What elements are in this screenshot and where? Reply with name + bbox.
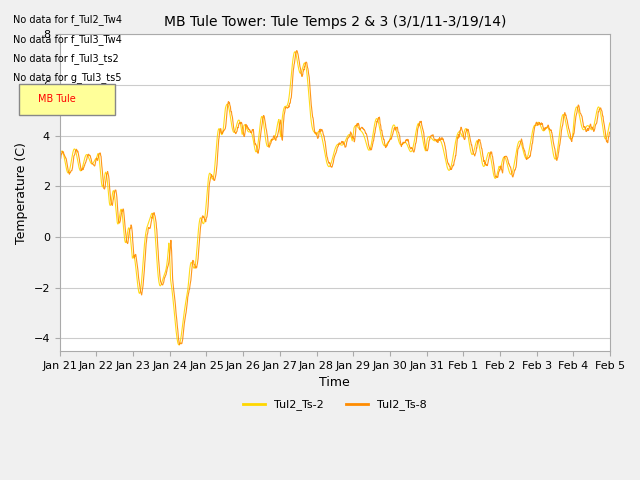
X-axis label: Time: Time: [319, 376, 350, 389]
Text: MB Tule: MB Tule: [38, 95, 76, 104]
Text: No data for f_Tul3_Tw4: No data for f_Tul3_Tw4: [13, 34, 122, 45]
Title: MB Tule Tower: Tule Temps 2 & 3 (3/1/11-3/19/14): MB Tule Tower: Tule Temps 2 & 3 (3/1/11-…: [164, 15, 506, 29]
Legend: Tul2_Ts-2, Tul2_Ts-8: Tul2_Ts-2, Tul2_Ts-8: [239, 395, 431, 415]
Text: No data for g_Tul3_ts5: No data for g_Tul3_ts5: [13, 72, 122, 83]
Text: No data for f_Tul2_Tw4: No data for f_Tul2_Tw4: [13, 14, 122, 25]
Text: No data for f_Tul3_ts2: No data for f_Tul3_ts2: [13, 53, 118, 64]
Y-axis label: Temperature (C): Temperature (C): [15, 142, 28, 243]
